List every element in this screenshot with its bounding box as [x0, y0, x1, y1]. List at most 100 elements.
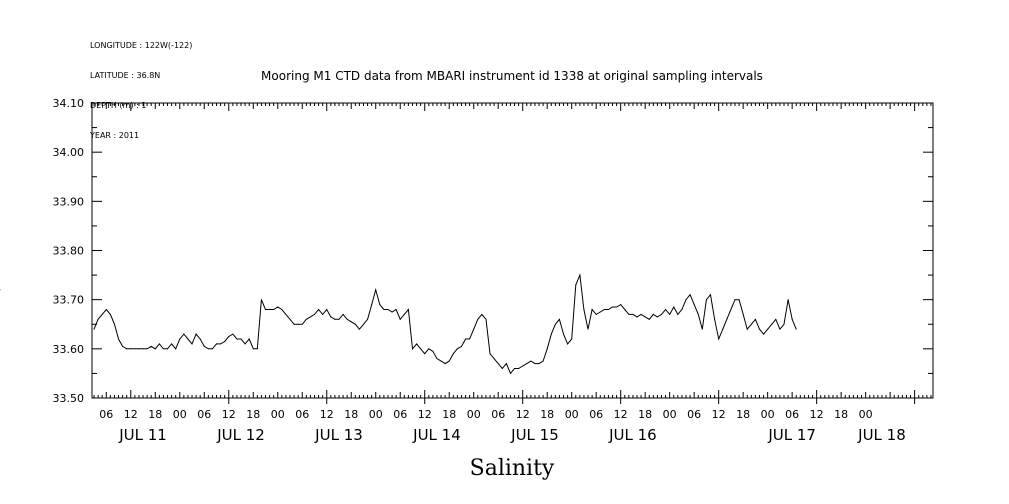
- data-point: [362, 323, 364, 325]
- data-point: [767, 328, 769, 330]
- data-point: [775, 318, 777, 320]
- x-hour-label: 12: [516, 408, 530, 421]
- y-tick-label: 33.60: [53, 343, 85, 356]
- data-point: [465, 338, 467, 340]
- plot-frame: [91, 102, 934, 399]
- data-point: [575, 284, 577, 286]
- data-point: [187, 338, 189, 340]
- data-point: [220, 343, 222, 345]
- x-hour-label: 00: [173, 408, 187, 421]
- data-point: [248, 338, 250, 340]
- x-hour-label: 18: [246, 408, 260, 421]
- x-hour-label: 18: [638, 408, 652, 421]
- data-point: [779, 328, 781, 330]
- data-point: [534, 363, 536, 365]
- data-point: [207, 348, 209, 350]
- data-point: [689, 294, 691, 296]
- data-point: [730, 309, 732, 310]
- data-point: [456, 348, 458, 350]
- data-point: [158, 343, 160, 345]
- data-point: [383, 309, 385, 310]
- data-point: [391, 311, 393, 313]
- data-point: [787, 299, 789, 301]
- data-point: [661, 313, 663, 315]
- x-hour-label: 06: [295, 408, 309, 421]
- data-point: [771, 323, 773, 325]
- data-point: [632, 313, 634, 315]
- data-point: [142, 348, 144, 350]
- data-point: [665, 309, 667, 310]
- data-point: [309, 316, 311, 318]
- data-point: [203, 345, 205, 347]
- data-point: [550, 333, 552, 335]
- data-point: [746, 328, 748, 330]
- data-point: [162, 348, 164, 350]
- data-point: [481, 313, 483, 315]
- data-point: [281, 309, 283, 310]
- data-point: [628, 313, 630, 315]
- data-point: [505, 363, 507, 365]
- data-point: [236, 338, 238, 340]
- data-point: [154, 348, 156, 350]
- data-point: [509, 372, 511, 374]
- x-hour-label: 06: [589, 408, 603, 421]
- x-hour-label: 06: [491, 408, 505, 421]
- data-point: [546, 348, 548, 350]
- data-point: [526, 363, 528, 365]
- data-point: [97, 318, 99, 320]
- data-point: [477, 318, 479, 320]
- data-point: [485, 318, 487, 320]
- x-hour-label: 12: [614, 408, 628, 421]
- data-point: [305, 318, 307, 320]
- data-point: [375, 289, 377, 291]
- data-point: [579, 274, 581, 276]
- data-point: [722, 328, 724, 330]
- data-point: [795, 328, 797, 330]
- data-point: [326, 309, 328, 310]
- x-day-label: JUL 18: [857, 426, 906, 444]
- data-point: [224, 340, 226, 342]
- year-label: YEAR : 2011: [90, 131, 140, 140]
- data-point: [558, 318, 560, 320]
- data-point: [567, 343, 569, 345]
- data-point: [750, 323, 752, 325]
- data-point: [697, 313, 699, 315]
- data-point: [714, 318, 716, 320]
- y-tick-label: 33.80: [53, 245, 85, 258]
- x-day-label: JUL 15: [510, 426, 559, 444]
- data-point: [571, 338, 573, 340]
- data-point: [648, 318, 650, 320]
- data-point: [228, 336, 230, 338]
- data-point: [432, 350, 434, 352]
- data-point: [677, 313, 679, 315]
- x-hour-label: 00: [369, 408, 383, 421]
- data-point: [493, 358, 495, 360]
- x-hour-label: 06: [197, 408, 211, 421]
- data-point: [656, 316, 658, 318]
- data-point: [701, 328, 703, 330]
- data-point: [138, 348, 140, 350]
- data-point: [791, 318, 793, 320]
- data-point: [624, 309, 626, 310]
- data-point: [554, 323, 556, 325]
- data-point: [742, 313, 744, 315]
- x-day-label: JUL 12: [216, 426, 265, 444]
- series-group: [0, 273, 797, 375]
- data-point: [416, 343, 418, 345]
- data-point: [338, 318, 340, 320]
- y-tick-label: 34.10: [53, 97, 85, 110]
- data-point: [244, 343, 246, 345]
- longitude-label: LONGITUDE : 122W(-122): [90, 41, 193, 50]
- data-point: [726, 318, 728, 320]
- x-day-label: JUL 16: [608, 426, 657, 444]
- x-hour-label: 00: [565, 408, 579, 421]
- x-hour-label: 00: [761, 408, 775, 421]
- y-tick-label: 33.70: [53, 294, 85, 307]
- data-point: [256, 348, 258, 350]
- data-point: [616, 306, 618, 308]
- data-point: [379, 304, 381, 306]
- data-point: [395, 309, 397, 310]
- x-hour-label: 18: [736, 408, 750, 421]
- data-point: [289, 318, 291, 320]
